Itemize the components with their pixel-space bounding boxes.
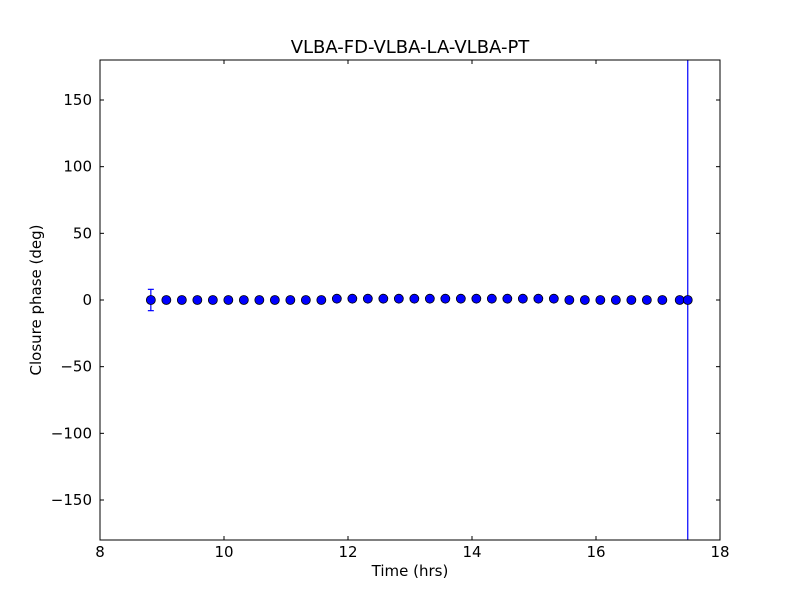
y-tick-label: −150	[51, 491, 92, 509]
y-tick-label: −50	[60, 358, 92, 376]
y-tick-label: 50	[73, 224, 92, 242]
y-tick-label: −100	[51, 424, 92, 442]
y-tick-label: 0	[82, 291, 92, 309]
x-tick-label: 12	[338, 543, 357, 561]
data-point	[610, 295, 621, 305]
data-point	[440, 293, 451, 304]
data-point	[533, 293, 544, 304]
data-point	[285, 295, 296, 305]
data-point	[682, 295, 693, 305]
data-point	[300, 295, 311, 305]
x-tick-label: 10	[214, 543, 233, 561]
data-point	[424, 293, 435, 304]
data-point	[517, 293, 528, 304]
data-point	[207, 295, 218, 305]
data-point	[579, 295, 590, 305]
y-axis-ticks: −150 −100 −50 0 50 100 150	[51, 91, 720, 509]
data-point	[393, 293, 404, 304]
data-point	[254, 295, 265, 305]
y-tick-label: 150	[63, 91, 92, 109]
data-point	[455, 293, 466, 304]
data-point	[486, 293, 497, 304]
data-point	[145, 295, 156, 305]
chart-title: VLBA-FD-VLBA-LA-VLBA-PT	[291, 37, 531, 58]
data-point	[238, 295, 249, 305]
data-point	[595, 295, 606, 305]
data-point	[548, 293, 559, 304]
data-point	[626, 295, 637, 305]
data-point	[657, 295, 668, 305]
x-axis-label: Time (hrs)	[371, 562, 449, 580]
x-tick-label: 14	[462, 543, 481, 561]
data-point	[161, 295, 172, 305]
data-point	[409, 293, 420, 304]
data-point	[641, 295, 652, 305]
data-point	[378, 293, 389, 304]
y-axis-label: Closure phase (deg)	[27, 225, 45, 376]
x-axis-ticks: 8 10 12 14 16 18	[95, 60, 730, 561]
data-point	[471, 293, 482, 304]
data-point	[331, 293, 342, 304]
data-point	[269, 295, 280, 305]
data-point	[192, 295, 203, 305]
data-point	[347, 293, 358, 304]
x-tick-label: 16	[586, 543, 605, 561]
x-tick-label: 8	[95, 543, 105, 561]
data-point	[502, 293, 513, 304]
y-tick-label: 100	[63, 158, 92, 176]
data-point	[564, 295, 575, 305]
data-point	[362, 293, 373, 304]
data-marks	[145, 60, 693, 540]
data-point	[316, 295, 327, 305]
x-tick-label: 18	[710, 543, 729, 561]
data-point	[674, 295, 685, 305]
data-point	[176, 295, 187, 305]
data-point	[223, 295, 234, 305]
